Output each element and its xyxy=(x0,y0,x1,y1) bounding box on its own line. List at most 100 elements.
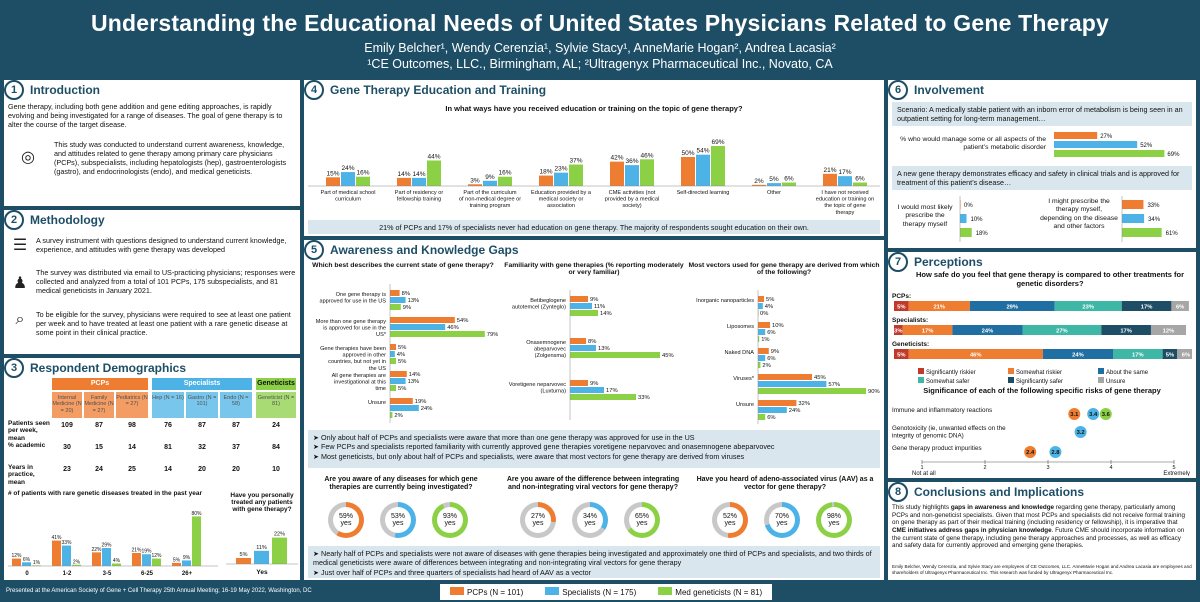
data-label: 50% xyxy=(681,150,694,157)
data-label: 21% xyxy=(823,167,836,174)
donut-label: 34% yes xyxy=(577,507,603,533)
perceptions-panel: 7 Perceptions How safe do you feel that g… xyxy=(888,252,1196,478)
data-label: 1% xyxy=(33,560,41,566)
prescribe-question: I would most likely prescribe the therap… xyxy=(897,204,953,228)
bar xyxy=(390,344,396,350)
table-cell: 98 xyxy=(128,422,136,429)
column-header: Gastro (N = 101) xyxy=(186,392,218,418)
manage-question: % who would manage some or all aspects o… xyxy=(900,136,1046,152)
q3-title: Most vectors used for gene therapy are d… xyxy=(688,262,880,276)
education-question: In what ways have you received education… xyxy=(445,104,743,113)
risk-marker xyxy=(1049,446,1062,458)
data-label: 2% xyxy=(762,363,770,369)
bar xyxy=(569,164,583,186)
risk-value: 3.4 xyxy=(1089,412,1098,418)
legend-item: Significantly safer xyxy=(1008,377,1098,385)
bar xyxy=(960,214,967,223)
bar xyxy=(696,154,710,186)
bar xyxy=(427,160,441,186)
donut-label: 53% yes xyxy=(385,507,411,533)
scale-label: 3 xyxy=(1046,465,1049,471)
perception-question: How safe do you feel that gene therapy i… xyxy=(916,270,1184,288)
segment-label: 5% xyxy=(897,353,905,359)
y-tick-label: approved in other xyxy=(342,353,386,359)
personal-chart-title: Have you personally treated any patients… xyxy=(230,492,294,513)
data-label: 17% xyxy=(606,388,618,394)
segment xyxy=(894,349,909,359)
x-tick-label: Yes xyxy=(256,569,268,576)
data-label: 11% xyxy=(594,304,605,310)
bar xyxy=(570,338,586,344)
section-number: 8 xyxy=(888,482,908,502)
risk-marker xyxy=(1087,408,1100,420)
bar xyxy=(758,348,769,354)
bar xyxy=(390,351,395,357)
segment-label: 12% xyxy=(1163,329,1175,335)
bar xyxy=(758,336,760,342)
affiliations: ¹CE Outcomes, LLC., Birmingham, AL; ²Ult… xyxy=(367,57,833,71)
risk-label: Gene therapy product impurities xyxy=(892,445,982,452)
bar xyxy=(172,562,181,566)
authors: Emily Belcher¹, Wendy Cerenzia¹, Sylvie … xyxy=(364,41,836,55)
bar xyxy=(390,371,407,377)
table-cell: 20 xyxy=(198,466,206,473)
bar xyxy=(390,358,396,364)
data-label: 8% xyxy=(588,339,596,345)
table-cell: 25 xyxy=(128,466,136,473)
x-tick-label: Part of residency or xyxy=(395,190,444,196)
segment-label: 5% xyxy=(897,305,905,311)
risk-value: 2.4 xyxy=(1026,450,1035,456)
bar xyxy=(570,310,598,316)
section-title: Conclusions and Implications xyxy=(914,485,1091,499)
donut-label: 52% yes xyxy=(717,507,743,533)
group-legend: PCPs (N = 101) Specialists (N = 175) Med… xyxy=(440,584,773,600)
manage-chart: 27% 52% 69% xyxy=(1054,132,1180,158)
data-label: 80% xyxy=(191,511,202,517)
data-label: 5% xyxy=(769,176,779,183)
bar xyxy=(758,296,764,302)
segment-label: 3% xyxy=(894,329,902,335)
risk-label: Genotoxicity (ie, unwanted effects on th… xyxy=(892,425,1006,432)
table-cell: 87 xyxy=(232,422,240,429)
donut-question: Have you heard of adeno-associated virus… xyxy=(696,476,874,492)
segment-label: 17% xyxy=(1132,353,1144,359)
bar xyxy=(570,387,604,393)
bar xyxy=(711,145,725,186)
section-title: Awareness and Knowledge Gaps xyxy=(330,243,525,257)
legend-specialists: Specialists (N = 175) xyxy=(545,587,636,597)
table-cell: 84 xyxy=(272,444,280,451)
data-label: 4% xyxy=(397,352,405,358)
donut-chart: 65% yes xyxy=(624,502,660,538)
data-label: 90% xyxy=(868,389,880,395)
data-label: 33% xyxy=(638,395,650,401)
prescribe-chart: 0% 10% 18% xyxy=(959,196,988,242)
section-title: Methodology xyxy=(30,213,111,227)
data-label: 5% xyxy=(398,345,406,351)
data-label: 27% xyxy=(1100,134,1113,140)
data-label: 23% xyxy=(554,166,567,173)
rare-chart-title: # of patients with rare genetic diseases… xyxy=(8,490,202,497)
data-label: 0% xyxy=(760,311,768,317)
table-cell: 109 xyxy=(61,422,73,429)
x-tick-label: therapy xyxy=(836,210,855,216)
demographics-panel: 3 Respondent Demographics PCPs Specialist… xyxy=(4,358,300,580)
data-label: 5% xyxy=(240,552,248,558)
bar xyxy=(72,564,81,566)
y-tick-label: Viruses* xyxy=(733,376,755,382)
data-label: 33% xyxy=(1147,203,1160,209)
safety-perception-chart: PCPs: 5% 21% 29% 23% 17% 6% Specialists: 3% 17% 24… xyxy=(892,293,1192,359)
x-tick-label: 0 xyxy=(25,571,29,577)
donut-chart: 70% yes xyxy=(764,502,800,538)
data-label: 6% xyxy=(767,415,775,421)
donut-label: 27% yes xyxy=(525,507,551,533)
awareness-panel: 5 Awareness and Knowledge Gaps Which best… xyxy=(304,240,884,580)
section-number: 3 xyxy=(4,358,24,378)
data-label: 13% xyxy=(408,298,420,304)
data-label: 61% xyxy=(1166,231,1179,237)
education-chart: 15%24%16%Part of medical schoolcurriculu… xyxy=(308,139,880,216)
method-paragraph-1: A survey instrument with questions desig… xyxy=(36,236,287,254)
bar xyxy=(390,317,455,323)
column-header: Internal Medicine (N = 20) xyxy=(52,392,82,418)
personal-treatment-chart: 5% 11% 22% Yes xyxy=(226,532,298,576)
